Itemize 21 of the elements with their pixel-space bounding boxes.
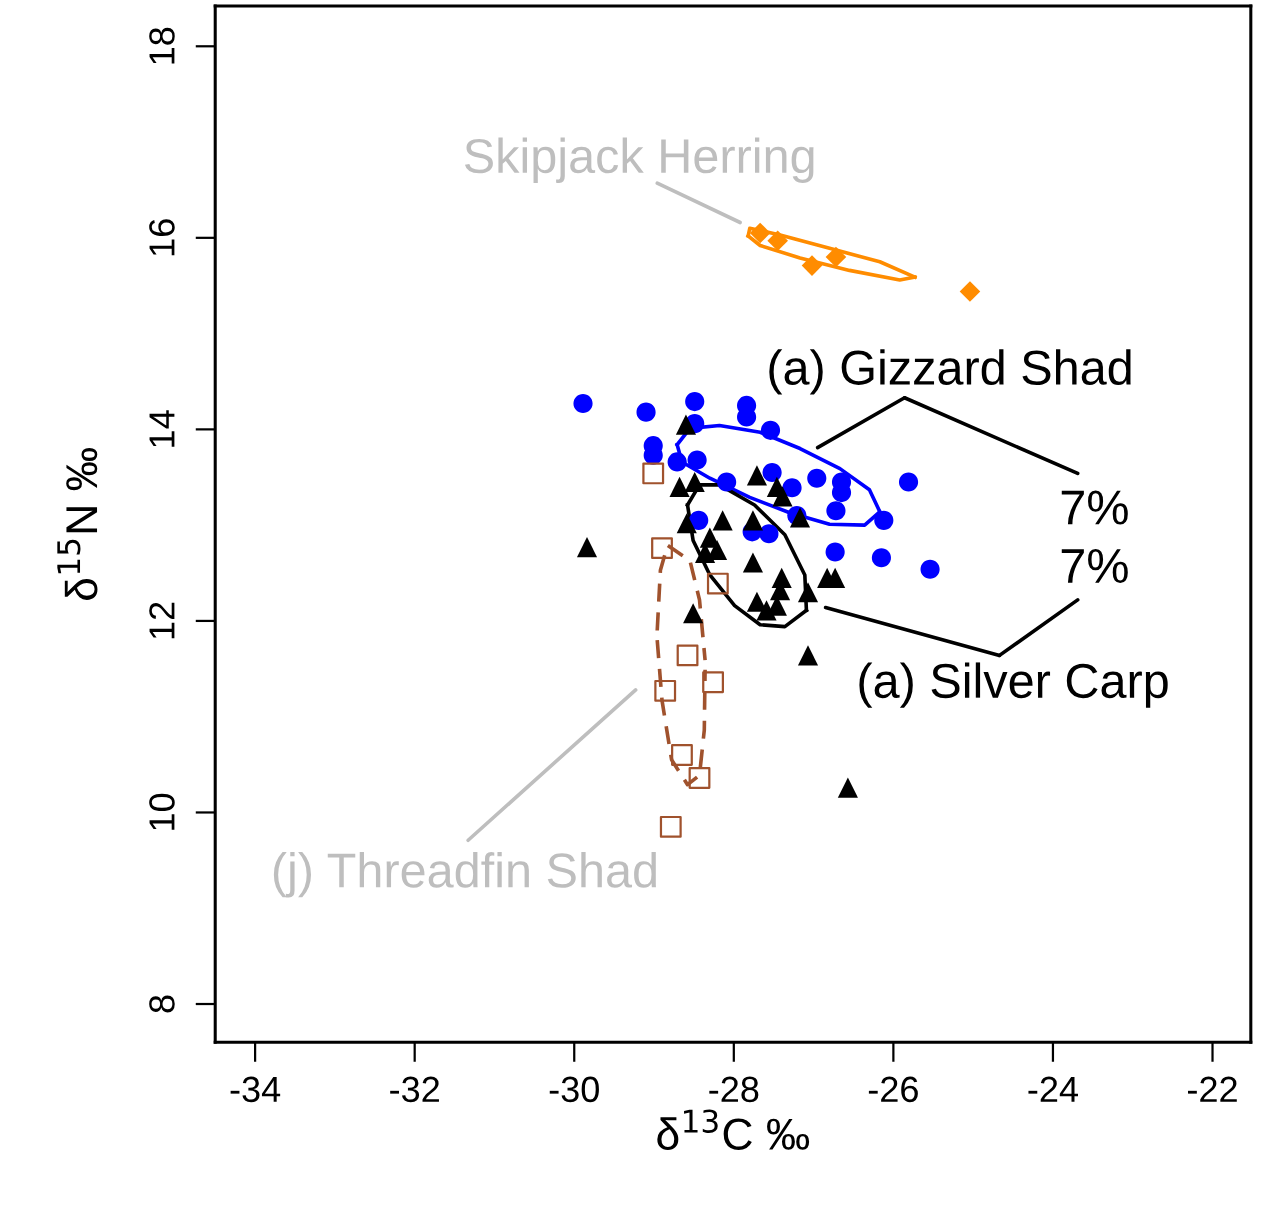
annotation: Skipjack Herring bbox=[464, 137, 814, 183]
y-tick-label: 16 bbox=[149, 219, 175, 256]
x-tick-label: -22 bbox=[1188, 1076, 1237, 1102]
y-axis-title: δ$^{15}$N ‰ bbox=[57, 448, 98, 600]
x-tick-label: -30 bbox=[549, 1076, 599, 1103]
x-tick-label: -28 bbox=[709, 1076, 759, 1103]
x-tick-label: -34 bbox=[230, 1076, 281, 1103]
y-tick-label: 14 bbox=[149, 410, 175, 447]
x-tick-label: -24 bbox=[1028, 1076, 1078, 1102]
annotation: 7% bbox=[1061, 549, 1128, 584]
y-tick-label: 8 bbox=[149, 995, 175, 1013]
annotation: (a) Gizzard Shad bbox=[769, 349, 1131, 395]
x-tick-label: -26 bbox=[868, 1076, 918, 1103]
annotation: (a) Silver Carp bbox=[859, 662, 1168, 708]
x-axis-title: δ$^{13}$C ‰ bbox=[657, 1109, 810, 1150]
y-tick-label: 12 bbox=[149, 602, 175, 639]
annotation: 7% bbox=[1061, 490, 1128, 525]
y-tick-label: 18 bbox=[149, 27, 175, 64]
annotation: (j) Threadfin Shad bbox=[273, 852, 656, 898]
x-tick-label: -32 bbox=[390, 1076, 439, 1103]
y-tick-label: 10 bbox=[149, 793, 175, 830]
